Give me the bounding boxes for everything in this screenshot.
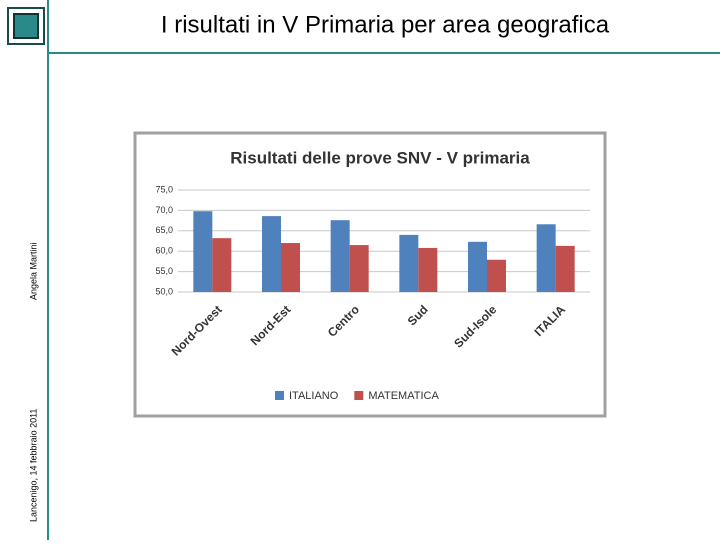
bar	[555, 245, 575, 292]
bar	[468, 241, 487, 292]
bar	[536, 224, 556, 292]
bar	[212, 238, 232, 292]
slide-title: I risultati in V Primaria per area geogr…	[161, 11, 610, 38]
y-tick-label: 70,0	[155, 205, 173, 215]
place-date: Lancenigo, 14 febbraio 2011	[28, 409, 38, 522]
bar	[418, 247, 438, 292]
bar	[399, 234, 419, 292]
legend-label: ITALIANO	[289, 390, 339, 402]
bar	[193, 211, 213, 292]
bar	[487, 259, 506, 292]
bar	[281, 243, 300, 292]
legend-swatch	[275, 391, 284, 400]
y-tick-label: 50,0	[155, 286, 173, 296]
bar	[349, 245, 369, 292]
y-tick-label: 55,0	[155, 266, 173, 276]
logo-square	[13, 13, 39, 39]
y-tick-label: 60,0	[155, 246, 173, 256]
bar	[262, 216, 281, 292]
legend-swatch	[354, 391, 364, 400]
y-tick-label: 75,0	[155, 184, 173, 194]
bar	[330, 220, 350, 292]
legend-label: MATEMATICA	[368, 390, 439, 402]
y-tick-label: 65,0	[155, 225, 173, 235]
author: Angela Martini	[28, 242, 38, 300]
chart-title: Risultati delle prove SNV - V primaria	[230, 148, 530, 167]
